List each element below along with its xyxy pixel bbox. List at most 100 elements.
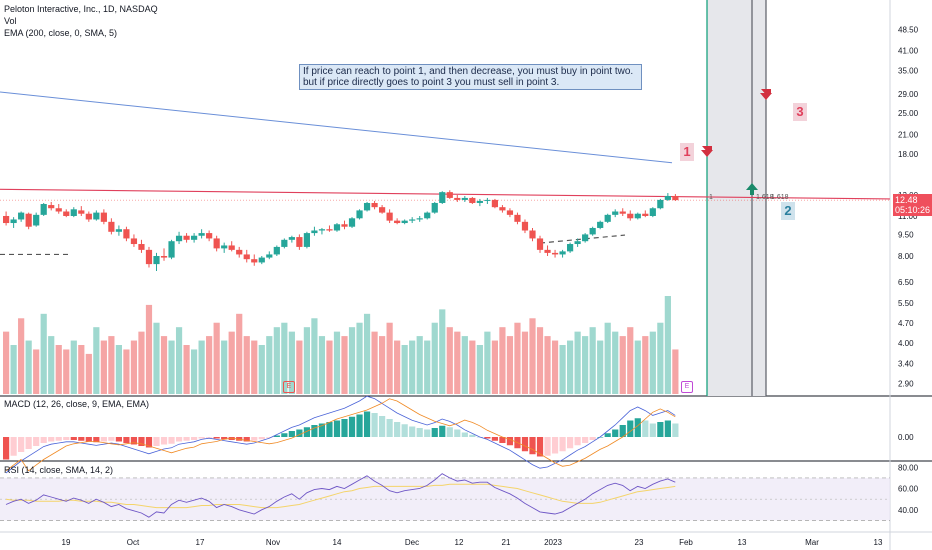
candle-body bbox=[521, 221, 529, 231]
macd-bar bbox=[424, 429, 431, 437]
price-tick-label: 48.50 bbox=[898, 26, 919, 35]
macd-bar bbox=[243, 437, 250, 442]
macd-bar bbox=[348, 416, 356, 437]
candle-body bbox=[409, 219, 416, 221]
macd-bar bbox=[175, 437, 183, 442]
volume-bar bbox=[461, 336, 468, 394]
candle-body bbox=[559, 251, 566, 255]
volume-bar bbox=[521, 331, 529, 394]
macd-bar bbox=[55, 437, 62, 441]
candle-body bbox=[371, 202, 378, 208]
legend-symbol: Peloton Interactive, Inc., 1D, NASDAQ bbox=[4, 4, 158, 14]
arrow-down-point-3 bbox=[760, 89, 772, 100]
price-tick-label: 4.00 bbox=[898, 339, 914, 348]
volume-bar bbox=[55, 345, 62, 394]
candle-body bbox=[123, 229, 130, 239]
fib-label-1: 1 bbox=[709, 194, 713, 201]
macd-bar bbox=[544, 437, 551, 456]
time-tick-label: 2023 bbox=[544, 538, 562, 547]
volume-bar bbox=[612, 331, 619, 394]
time-tick-label: 23 bbox=[635, 538, 644, 547]
volume-bar bbox=[326, 340, 333, 394]
volume-bar bbox=[536, 327, 544, 394]
candle-body bbox=[642, 213, 649, 216]
volume-bar bbox=[341, 336, 348, 394]
macd-bar bbox=[10, 437, 17, 456]
candle-body bbox=[604, 214, 611, 222]
legend-volume: Vol bbox=[4, 16, 17, 26]
candle-body bbox=[311, 230, 318, 234]
macd-bar bbox=[371, 413, 378, 437]
candle-body bbox=[597, 221, 604, 228]
volume-bar bbox=[431, 322, 438, 394]
macd-bar bbox=[379, 416, 386, 437]
candle-body bbox=[657, 199, 664, 209]
volume-bar bbox=[491, 340, 498, 394]
volume-bar bbox=[273, 327, 280, 394]
candle-body bbox=[529, 230, 536, 239]
legend-macd: MACD (12, 26, close, 9, EMA, EMA) bbox=[4, 399, 150, 409]
volume-bar bbox=[386, 322, 393, 394]
volume-bar bbox=[251, 340, 258, 394]
macd-bar bbox=[123, 437, 130, 443]
macd-bar bbox=[386, 419, 393, 437]
candle-body bbox=[649, 208, 656, 216]
volume-bar bbox=[649, 331, 656, 394]
candle-body bbox=[446, 192, 453, 198]
candle-body bbox=[318, 229, 326, 231]
volume-bar bbox=[476, 345, 483, 394]
time-tick-label: Feb bbox=[679, 538, 693, 547]
candle-body bbox=[439, 192, 446, 203]
volume-bar bbox=[10, 345, 17, 394]
macd-bar bbox=[461, 432, 468, 437]
volume-bar bbox=[108, 336, 115, 394]
macd-bar bbox=[394, 422, 401, 437]
earnings-badge-upcoming[interactable]: E bbox=[681, 381, 693, 393]
macd-bar bbox=[431, 428, 438, 437]
candle-body bbox=[198, 233, 205, 236]
candle-body bbox=[130, 238, 138, 245]
candle-body bbox=[243, 254, 250, 260]
candle-body bbox=[476, 200, 483, 203]
time-tick-label: 14 bbox=[333, 538, 342, 547]
candle-body bbox=[100, 212, 107, 222]
earnings-badge-past[interactable]: E bbox=[283, 381, 295, 393]
volume-bar bbox=[439, 309, 446, 394]
macd-bar bbox=[664, 420, 671, 437]
candle-body bbox=[333, 224, 341, 231]
candle-body bbox=[55, 208, 62, 212]
volume-bar bbox=[48, 336, 55, 394]
volume-bar bbox=[416, 336, 423, 394]
volume-bar bbox=[228, 331, 235, 394]
price-tick-label: 41.00 bbox=[898, 47, 919, 56]
volume-bar bbox=[33, 349, 40, 394]
volume-bar bbox=[657, 322, 664, 394]
volume-bar bbox=[78, 345, 85, 394]
candle-body bbox=[183, 235, 190, 240]
price-tick-label: 21.00 bbox=[898, 131, 919, 140]
candle-body bbox=[326, 229, 333, 231]
volume-bar bbox=[243, 336, 250, 394]
volume-bar bbox=[153, 322, 160, 394]
macd-bar bbox=[78, 437, 85, 441]
volume-bar bbox=[213, 322, 220, 394]
candle-body bbox=[386, 212, 393, 221]
rsi-tick-label: 40.00 bbox=[898, 506, 919, 515]
volume-bar bbox=[529, 318, 536, 394]
annotation-box[interactable]: If price can reach to point 1, and then … bbox=[299, 64, 642, 90]
macd-bar bbox=[521, 437, 529, 452]
macd-bar bbox=[33, 437, 40, 446]
candle-body bbox=[288, 237, 295, 240]
volume-bar bbox=[567, 340, 574, 394]
macd-bar bbox=[160, 437, 168, 445]
candle-body bbox=[273, 246, 280, 255]
macd-bar bbox=[551, 437, 559, 454]
legend-rsi: RSI (14, close, SMA, 14, 2) bbox=[4, 465, 114, 475]
arrow-down-point-1 bbox=[701, 146, 713, 157]
macd-line bbox=[5, 395, 676, 474]
macd-bar bbox=[206, 437, 213, 438]
macd-bar bbox=[499, 437, 506, 443]
volume-bar bbox=[356, 322, 363, 394]
price-tick-label: 35.00 bbox=[898, 67, 919, 76]
macd-bar bbox=[221, 437, 228, 440]
